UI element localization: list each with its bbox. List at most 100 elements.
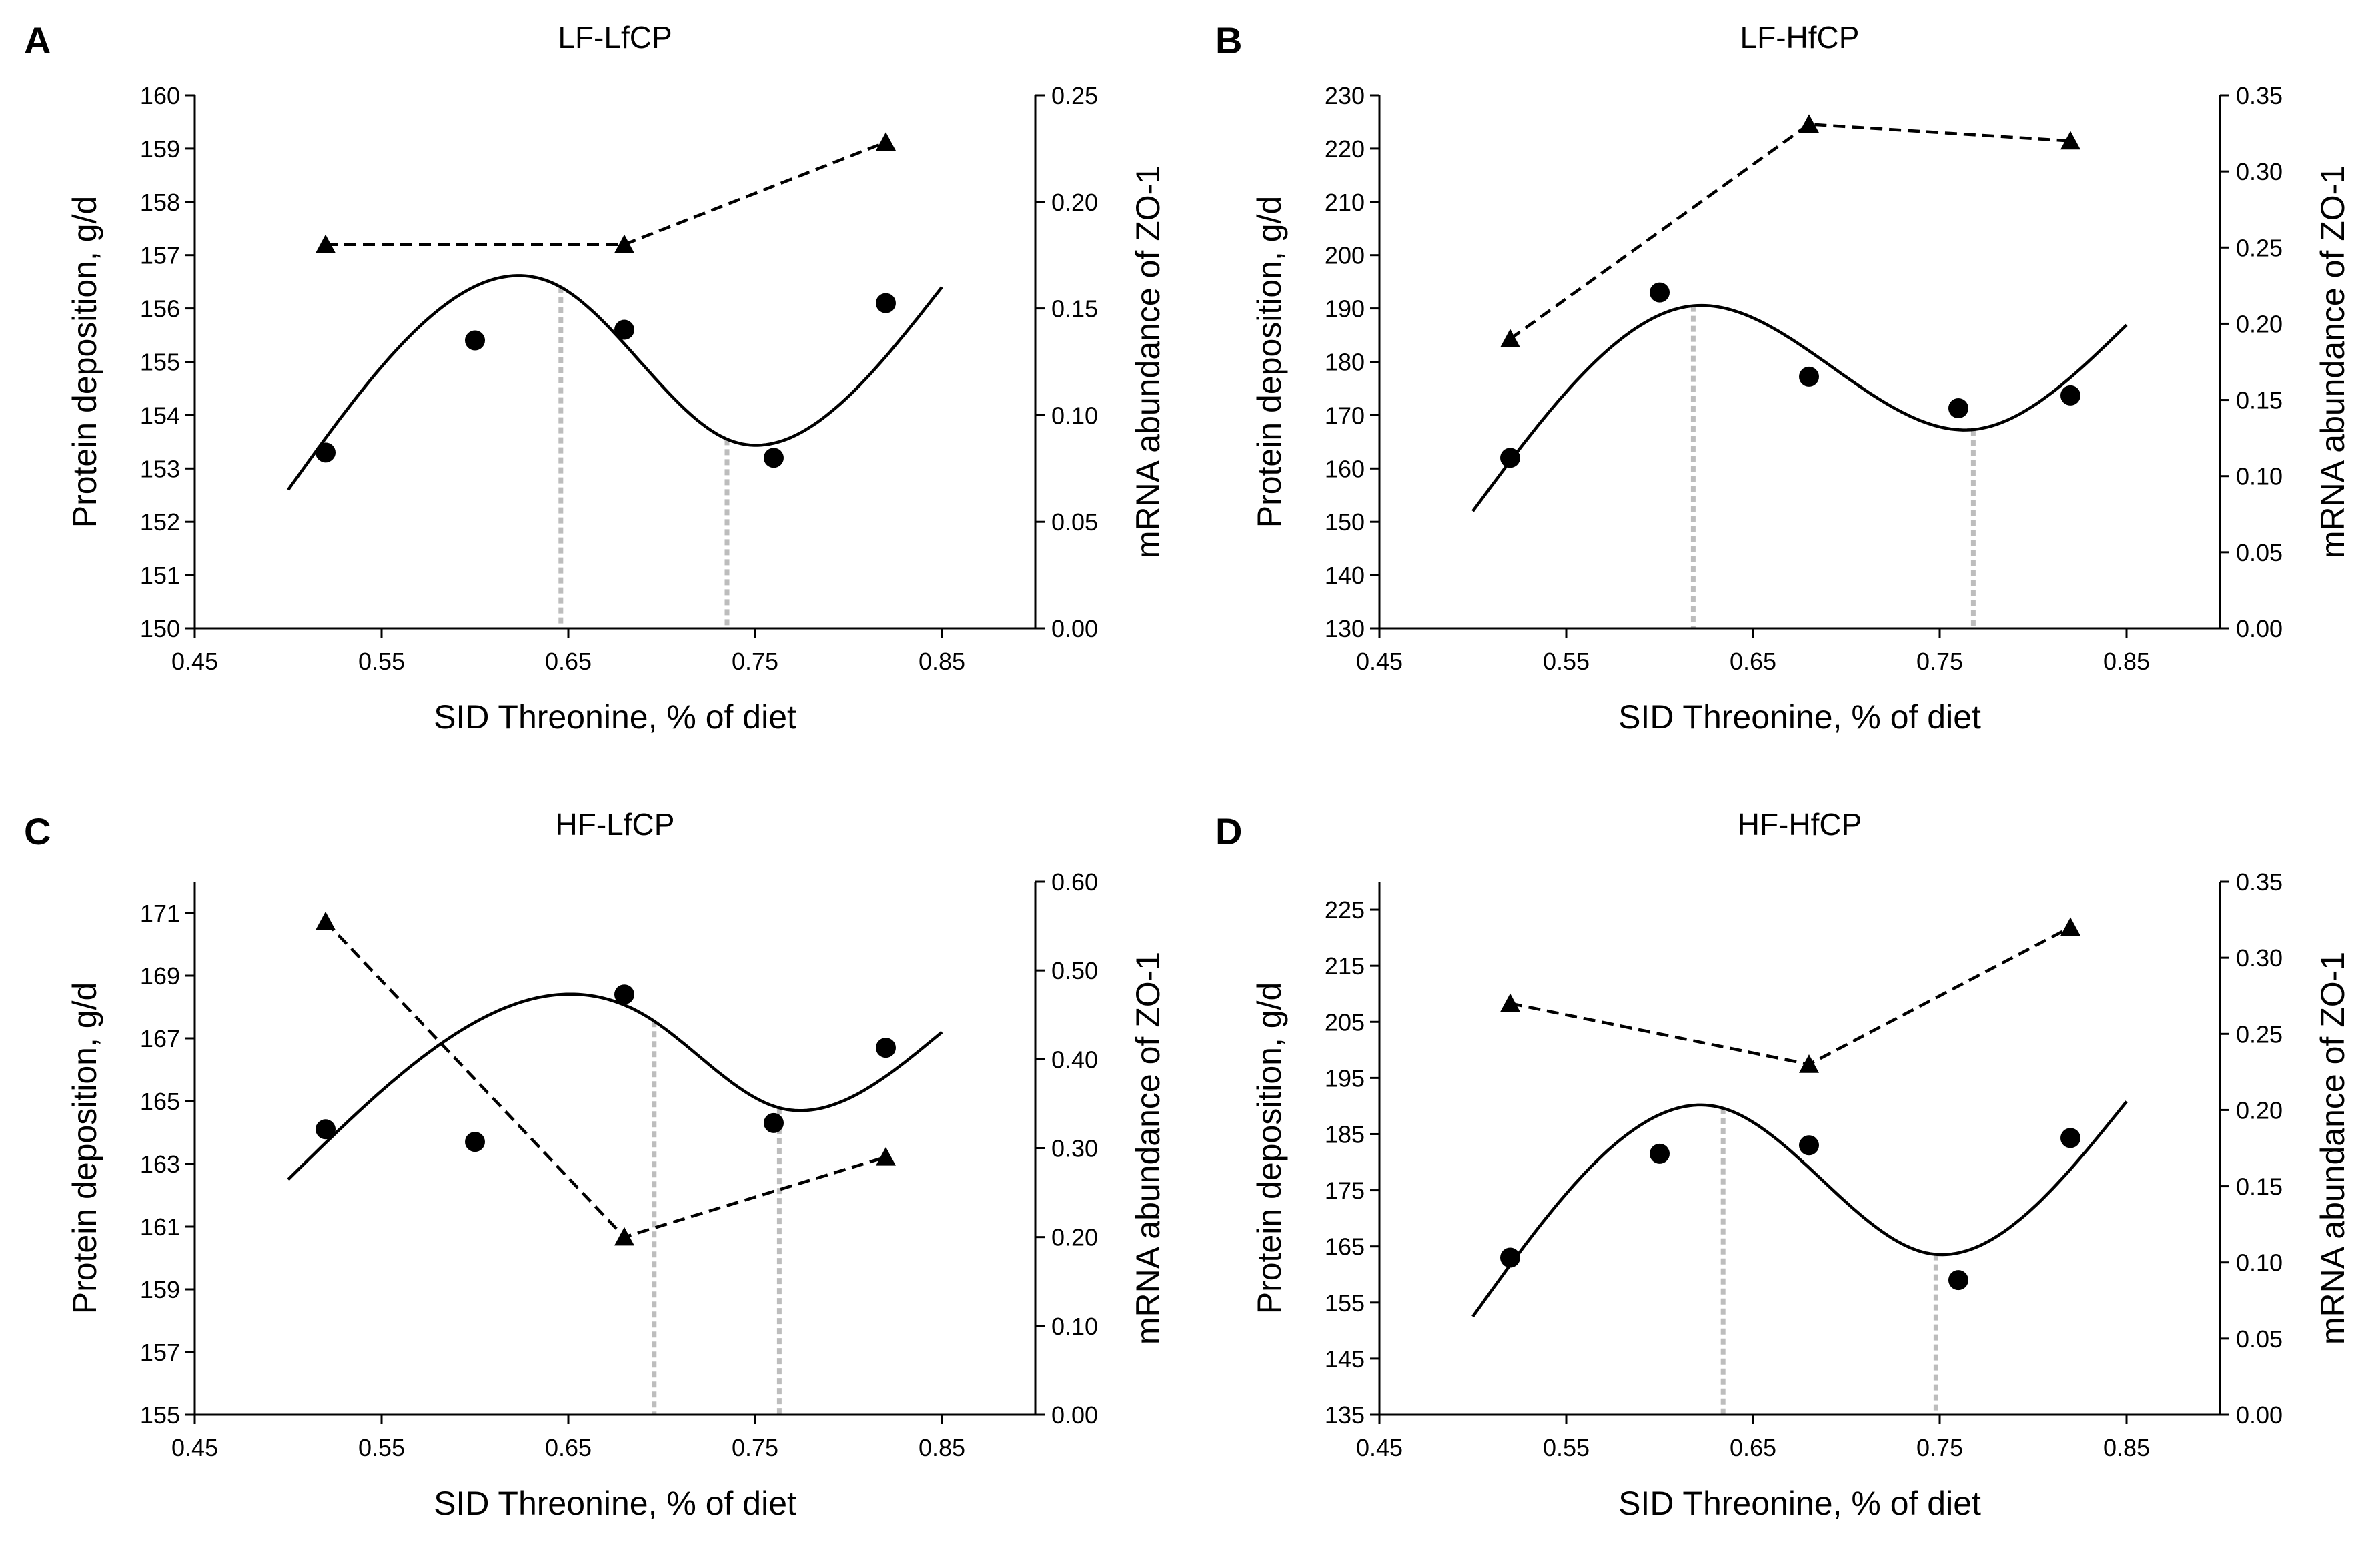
y-tick-label: 157 (140, 242, 180, 269)
y-tick-label: 155 (1325, 1289, 1365, 1317)
y-tick-label: 180 (1325, 349, 1365, 376)
protein-deposition-point (764, 448, 784, 468)
y-tick-label: 161 (140, 1213, 180, 1241)
y2-tick-label: 0.35 (2236, 82, 2283, 109)
y-tick-label: 158 (140, 189, 180, 216)
y-tick-label: 167 (140, 1025, 180, 1052)
y-axis-title: Protein deposition, g/d (66, 196, 103, 528)
y2-tick-label: 0.10 (1051, 1313, 1098, 1340)
x-axis-title: SID Threonine, % of diet (434, 698, 796, 736)
y2-tick-label: 0.25 (2236, 1020, 2283, 1048)
y-tick-label: 155 (140, 349, 180, 376)
panel-letter: D (1215, 810, 1242, 852)
protein-deposition-point (465, 330, 485, 351)
x-tick-label: 0.85 (2103, 1434, 2150, 1461)
protein-fit-curve (287, 992, 943, 1181)
mrna-zo1-line (324, 920, 886, 1239)
protein-fit-curve (287, 274, 943, 491)
y-axis-title: Protein deposition, g/d (66, 982, 103, 1315)
x-tick-label: 0.45 (171, 1434, 218, 1461)
panel-letter: B (1215, 19, 1242, 61)
y-tick-label: 153 (140, 455, 180, 482)
protein-deposition-point (2060, 385, 2080, 406)
y-tick-label: 155 (140, 1401, 180, 1429)
panel-letter: C (24, 810, 51, 852)
y2-tick-label: 0.00 (2236, 1401, 2283, 1429)
y-tick-label: 165 (140, 1088, 180, 1115)
x-tick-label: 0.85 (919, 1434, 965, 1461)
y-tick-label: 163 (140, 1150, 180, 1178)
y-tick-label: 220 (1325, 135, 1365, 163)
y2-axis-title: mRNA abundance of ZO-1 (2314, 165, 2351, 558)
protein-deposition-point (614, 319, 634, 340)
y2-tick-label: 0.20 (1051, 1224, 1098, 1251)
y-tick-label: 169 (140, 962, 180, 990)
protein-deposition-point (1799, 1135, 1819, 1156)
protein-deposition-point (1500, 1247, 1520, 1268)
y2-tick-label: 0.30 (2236, 944, 2283, 972)
y-tick-label: 160 (140, 82, 180, 109)
y-tick-label: 154 (140, 402, 180, 429)
protein-fit-curve (1471, 303, 2128, 512)
x-tick-label: 0.75 (1916, 648, 1963, 675)
protein-deposition-point (1799, 366, 1819, 387)
y2-tick-label: 0.30 (2236, 158, 2283, 185)
y-tick-label: 165 (1325, 1233, 1365, 1261)
y2-axis-title: mRNA abundance of ZO-1 (2314, 952, 2351, 1345)
y-tick-label: 185 (1325, 1120, 1365, 1148)
y-tick-label: 160 (1325, 455, 1365, 482)
mrna-zo1-point (876, 1146, 896, 1166)
protein-deposition-point (1948, 1270, 1968, 1291)
y-tick-label: 200 (1325, 242, 1365, 269)
y2-tick-label: 0.05 (2236, 539, 2283, 566)
y-axis-title: Protein deposition, g/d (1251, 196, 1288, 528)
y2-tick-label: 0.15 (1051, 295, 1098, 323)
mrna-zo1-point (1799, 1054, 1819, 1073)
panel-title: HF-LfCP (556, 807, 675, 842)
y2-tick-label: 0.05 (2236, 1325, 2283, 1353)
x-tick-label: 0.45 (1356, 1434, 1403, 1461)
y2-tick-label: 0.00 (2236, 615, 2283, 642)
x-tick-label: 0.55 (358, 1434, 405, 1461)
mrna-zo1-line (1510, 926, 2072, 1066)
y2-tick-label: 0.40 (1051, 1046, 1098, 1073)
x-tick-label: 0.75 (1916, 1434, 1963, 1461)
protein-deposition-point (1948, 398, 1968, 419)
y2-axis-title: mRNA abundance of ZO-1 (1129, 165, 1167, 558)
mrna-zo1-point (614, 1227, 634, 1246)
protein-deposition-point (1650, 1143, 1670, 1164)
y-tick-label: 152 (140, 508, 180, 536)
protein-deposition-point (614, 984, 634, 1005)
y-tick-label: 140 (1325, 562, 1365, 589)
y2-tick-label: 0.50 (1051, 957, 1098, 984)
y2-tick-label: 0.20 (2236, 310, 2283, 337)
protein-deposition-point (876, 293, 896, 313)
y2-tick-label: 0.15 (2236, 1173, 2283, 1201)
x-tick-label: 0.45 (1356, 648, 1403, 675)
panel-letter: A (24, 19, 51, 61)
protein-deposition-point (465, 1132, 485, 1152)
chart-panel-a: A LF-LfCP 0.45 0.55 0.65 0.75 0.85 150 151 152 153… (24, 19, 1167, 736)
x-tick-label: 0.65 (545, 1434, 592, 1461)
y2-tick-label: 0.10 (2236, 1249, 2283, 1277)
x-tick-label: 0.45 (171, 648, 218, 675)
x-axis-title: SID Threonine, % of diet (1618, 698, 1981, 736)
mrna-zo1-line (1509, 123, 2071, 341)
y-tick-label: 230 (1325, 82, 1365, 109)
y-tick-label: 170 (1325, 402, 1365, 429)
y2-tick-label: 0.20 (1051, 189, 1098, 216)
y-tick-label: 225 (1325, 896, 1365, 924)
y2-tick-label: 0.25 (2236, 234, 2283, 261)
y2-tick-label: 0.25 (1051, 82, 1098, 109)
y-axis-title: Protein deposition, g/d (1251, 982, 1288, 1315)
chart-panel-d: D HF-HfCP 0.45 0.55 0.65 0.75 0.85 135 145 155 165… (1215, 807, 2351, 1522)
protein-deposition-point (1650, 282, 1670, 303)
y-tick-label: 190 (1325, 295, 1365, 323)
y2-tick-label: 0.05 (1051, 508, 1098, 536)
y2-axis-title: mRNA abundance of ZO-1 (1129, 952, 1167, 1345)
chart-panel-b: B LF-HfCP 0.45 0.55 0.65 0.75 0.85 130 140 150 160… (1215, 19, 2351, 736)
mrna-zo1-point (1500, 329, 1520, 348)
y2-tick-label: 0.30 (1051, 1135, 1098, 1163)
mrna-zo1-point (614, 234, 634, 253)
